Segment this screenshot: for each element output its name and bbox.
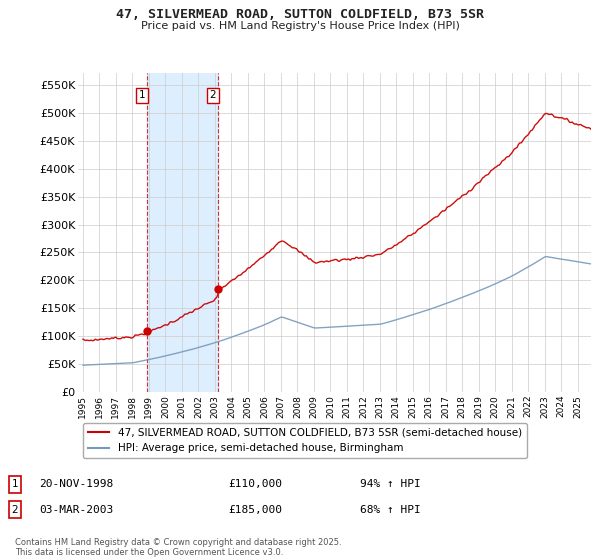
Bar	[147, 73, 218, 392]
Text: 94% ↑ HPI: 94% ↑ HPI	[360, 479, 421, 489]
Legend: 47, SILVERMEAD ROAD, SUTTON COLDFIELD, B73 5SR (semi-detached house), HPI: Avera: 47, SILVERMEAD ROAD, SUTTON COLDFIELD, B…	[83, 423, 527, 459]
Text: Contains HM Land Registry data © Crown copyright and database right 2025.
This d: Contains HM Land Registry data © Crown c…	[15, 538, 341, 557]
Text: 20-NOV-1998: 20-NOV-1998	[39, 479, 113, 489]
Text: 2: 2	[209, 90, 216, 100]
Text: 47, SILVERMEAD ROAD, SUTTON COLDFIELD, B73 5SR: 47, SILVERMEAD ROAD, SUTTON COLDFIELD, B…	[116, 8, 484, 21]
Text: 2: 2	[11, 505, 19, 515]
Text: 03-MAR-2003: 03-MAR-2003	[39, 505, 113, 515]
Text: £110,000: £110,000	[228, 479, 282, 489]
Text: 68% ↑ HPI: 68% ↑ HPI	[360, 505, 421, 515]
Text: £185,000: £185,000	[228, 505, 282, 515]
Text: 1: 1	[11, 479, 19, 489]
Text: 1: 1	[139, 90, 145, 100]
Text: Price paid vs. HM Land Registry's House Price Index (HPI): Price paid vs. HM Land Registry's House …	[140, 21, 460, 31]
